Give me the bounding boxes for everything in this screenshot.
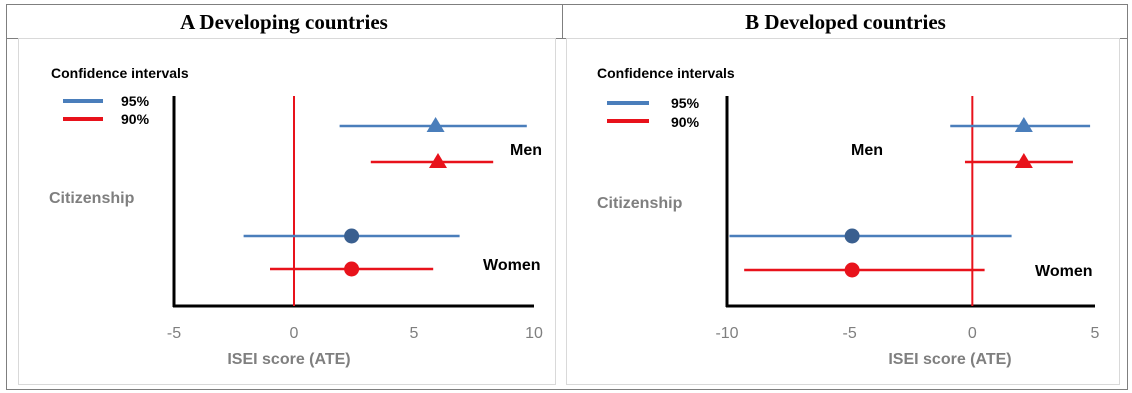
legend-label-95: 95% bbox=[121, 93, 150, 109]
citizenship-label: Citizenship bbox=[597, 195, 683, 212]
legend-label-95: 95% bbox=[671, 95, 700, 111]
panel-b-title: B Developed countries bbox=[745, 10, 946, 34]
point-estimate-women-90 bbox=[344, 261, 360, 277]
citizenship-label: Citizenship bbox=[49, 190, 135, 207]
men-label: Men bbox=[510, 142, 542, 159]
x-tick-label: 5 bbox=[1091, 325, 1100, 342]
point-estimate-men-95 bbox=[1014, 117, 1033, 132]
women-label: Women bbox=[1035, 263, 1092, 280]
x-tick-label: 10 bbox=[525, 325, 543, 342]
point-estimate-women-90 bbox=[844, 262, 860, 278]
panel-a: Confidence intervals 95% 90% Citizenship… bbox=[18, 38, 556, 385]
point-estimate-women-95 bbox=[344, 228, 360, 244]
panel-a-title: A Developing countries bbox=[180, 10, 388, 34]
point-estimate-men-90 bbox=[429, 153, 447, 168]
panel-b: Confidence intervals 95% 90% Citizenship… bbox=[566, 38, 1120, 385]
x-tick-label: -5 bbox=[843, 325, 857, 342]
figure-frame bbox=[6, 4, 1128, 390]
legend-title: Confidence intervals bbox=[51, 65, 189, 81]
header-separator bbox=[562, 4, 563, 39]
legend-label-90: 90% bbox=[121, 111, 150, 127]
panel-b-chart: Confidence intervals 95% 90% Citizenship… bbox=[597, 65, 1100, 368]
panel-a-chart: Confidence intervals 95% 90% Citizenship… bbox=[49, 65, 543, 368]
women-label: Women bbox=[483, 257, 540, 274]
x-axis-label: ISEI score (ATE) bbox=[227, 351, 350, 368]
x-tick-label: -10 bbox=[715, 325, 738, 342]
x-tick-label: 0 bbox=[290, 325, 299, 342]
point-estimate-men-90 bbox=[1014, 153, 1033, 168]
point-estimate-women-95 bbox=[844, 228, 860, 244]
x-axis-label: ISEI score (ATE) bbox=[888, 351, 1011, 368]
point-estimate-men-95 bbox=[426, 117, 445, 132]
x-tick-label: 5 bbox=[410, 325, 419, 342]
x-tick-label: 0 bbox=[968, 325, 977, 342]
legend-title: Confidence intervals bbox=[597, 65, 735, 81]
x-tick-label: -5 bbox=[167, 325, 181, 342]
legend-label-90: 90% bbox=[671, 114, 700, 130]
men-label: Men bbox=[851, 142, 883, 159]
